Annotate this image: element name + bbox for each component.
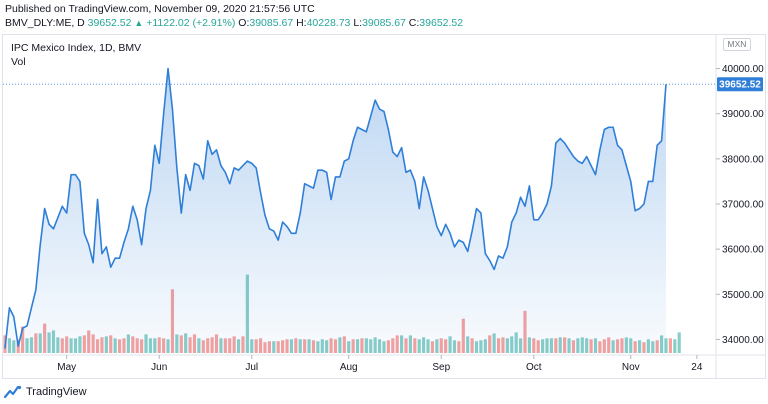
chart-frame xyxy=(2,34,766,379)
x-tick-label: Sep xyxy=(432,362,450,373)
price-line xyxy=(4,67,667,349)
symbol: BMV_DLY:ME, D xyxy=(5,17,85,29)
x-tick-label: Oct xyxy=(526,362,542,373)
last-price-label: 39652.52 xyxy=(719,80,761,91)
x-tick-label: 24 xyxy=(691,362,703,373)
open-value: 39085.67 xyxy=(249,17,294,29)
high-value: 40228.73 xyxy=(306,17,351,29)
x-tick-label: May xyxy=(57,362,76,373)
y-tick-label: 40000.00 xyxy=(722,64,764,75)
currency-badge[interactable]: MXN xyxy=(723,38,751,51)
y-tick-label: 37000.00 xyxy=(722,200,764,211)
open-label: O: xyxy=(238,17,250,29)
low-value: 39085.67 xyxy=(362,17,406,29)
published-note: Published on TradingView.com, November 0… xyxy=(5,3,315,15)
low-label: L: xyxy=(353,17,363,29)
volume-label: Vol xyxy=(11,56,26,68)
volume-bar xyxy=(677,332,681,353)
up-arrow-icon: ▲ xyxy=(134,18,144,28)
volume-bar xyxy=(668,338,672,353)
price-change: +1122.02 (+2.91%) xyxy=(146,17,236,29)
x-tick-label: Jun xyxy=(151,362,167,373)
close-value: 39652.52 xyxy=(419,17,464,29)
tradingview-brand[interactable]: TradingView xyxy=(26,386,87,398)
y-tick-label: 35000.00 xyxy=(722,290,764,301)
high-label: H: xyxy=(296,17,307,29)
volume-bar xyxy=(673,339,677,353)
y-tick-label: 36000.00 xyxy=(722,245,764,256)
footer: TradingView xyxy=(4,384,87,400)
series-title: IPC Mexico Index, 1D, BMV xyxy=(11,42,142,54)
last-price-badge xyxy=(717,77,763,92)
chart-legend: IPC Mexico Index, 1D, BMV Vol xyxy=(11,41,141,69)
tradingview-logo-icon[interactable] xyxy=(4,385,22,399)
y-tick-label: 38000.00 xyxy=(722,154,764,165)
x-tick-label: Jul xyxy=(245,362,258,373)
x-tick-label: Nov xyxy=(622,362,640,373)
y-tick-label: 34000.00 xyxy=(722,335,764,346)
last-price: 39652.52 xyxy=(87,17,132,29)
y-tick-label: 39000.00 xyxy=(722,109,764,120)
quote-line: BMV_DLY:ME, D 39652.52 ▲ +1122.02 (+2.91… xyxy=(5,17,463,29)
x-tick-label: Aug xyxy=(340,362,358,373)
price-area xyxy=(5,68,666,354)
close-label: C: xyxy=(408,17,420,29)
